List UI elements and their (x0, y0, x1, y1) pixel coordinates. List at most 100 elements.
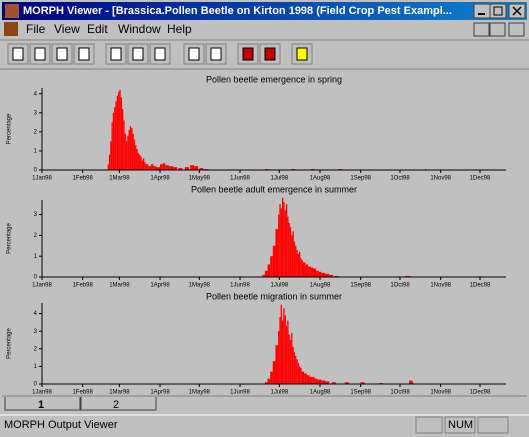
bar (150, 164, 154, 170)
y-axis-label: Percentage (7, 223, 13, 254)
doc-icon (4, 22, 18, 36)
bar (313, 268, 317, 277)
bar (137, 152, 140, 170)
minimize-button[interactable] (473, 3, 491, 19)
status-panel (477, 416, 509, 434)
x-tick-label: 1Dec98 (470, 283, 491, 289)
bar (129, 126, 132, 170)
x-tick-label: 1Nov98 (430, 283, 451, 289)
bar (279, 317, 281, 384)
bar (316, 270, 319, 277)
bar (293, 241, 296, 277)
bar (136, 149, 138, 170)
toolbar-icon (34, 47, 46, 61)
x-tick-label: 1Apr98 (150, 176, 170, 182)
bar (119, 89, 121, 170)
bar (108, 154, 111, 170)
bar (124, 133, 126, 170)
y-tick-label: 3 (34, 212, 38, 218)
status-bar: MORPH Output Viewer NUM (0, 414, 529, 434)
mdi-close[interactable] (508, 22, 525, 37)
menu-item[interactable]: View (54, 22, 80, 36)
bar (289, 227, 292, 277)
bar (278, 214, 280, 277)
x-tick-label: 1Jan98 (32, 390, 52, 396)
x-tick-label: 1Jan98 (32, 283, 52, 289)
bar (296, 359, 298, 384)
bar (156, 167, 161, 170)
y-tick-label: 2 (34, 233, 38, 239)
bar (306, 375, 310, 384)
mdi-restore[interactable] (489, 22, 506, 37)
bar (278, 331, 280, 384)
bar (160, 164, 163, 170)
bar (264, 382, 268, 384)
bar (128, 129, 130, 170)
bar (275, 345, 279, 384)
y-tick-label: 4 (34, 91, 38, 97)
bar (178, 168, 183, 170)
bar (127, 135, 129, 170)
bar (300, 258, 302, 277)
tab[interactable] (4, 397, 81, 411)
x-tick-label: 1Aug98 (310, 390, 331, 396)
x-tick-label: 1Mar98 (109, 283, 130, 289)
bar (140, 156, 142, 170)
tab-label[interactable]: 2 (113, 399, 119, 411)
mdi-minimize[interactable] (473, 22, 490, 37)
menu-item[interactable]: Help (167, 22, 192, 36)
bar (360, 382, 365, 384)
bar (317, 379, 322, 384)
x-tick-label: 1Oct98 (390, 176, 410, 182)
bar (321, 380, 326, 384)
bar (289, 339, 292, 384)
status-num: NUM (448, 419, 473, 431)
x-tick-label: 1Feb98 (72, 283, 93, 289)
bar (280, 304, 282, 384)
bar (309, 376, 313, 384)
bar (194, 166, 199, 170)
tab-label[interactable]: 1 (38, 399, 44, 411)
y-tick-label: 2 (34, 129, 38, 135)
bar (118, 91, 120, 170)
bar (325, 273, 330, 277)
toolbar-icon (78, 47, 90, 61)
y-tick-label: 3 (34, 110, 38, 116)
bar (199, 168, 204, 170)
bar (302, 262, 306, 277)
bar (300, 368, 302, 384)
bar (283, 308, 285, 384)
bar (114, 107, 116, 170)
x-tick-label: 1Jun98 (230, 176, 250, 182)
status-panel (415, 416, 443, 434)
bar (287, 216, 289, 277)
window-buttons (473, 3, 526, 19)
toolbar-icon (210, 47, 222, 61)
bar (331, 382, 336, 384)
title-bar (2, 2, 527, 20)
bar (133, 139, 136, 170)
bar (270, 256, 273, 277)
bar (292, 231, 294, 277)
maximize-button[interactable] (489, 3, 507, 19)
bar (281, 320, 284, 384)
bar (329, 274, 334, 277)
x-tick-label: 1Sep98 (350, 390, 371, 396)
toolbar-icon (154, 47, 166, 61)
status-text: MORPH Output Viewer (4, 419, 118, 431)
y-tick-label: 1 (34, 254, 38, 260)
toolbar-icon (110, 47, 122, 61)
x-tick-label: 1Jul98 (271, 176, 289, 182)
bar (165, 165, 170, 170)
tab[interactable] (80, 397, 157, 411)
x-tick-label: 1Jan98 (32, 176, 52, 182)
bar (153, 166, 157, 170)
y-tick-label: 1 (34, 149, 38, 155)
menu-item[interactable]: Edit (87, 22, 108, 36)
toolbar-icon (296, 47, 308, 61)
x-tick-label: 1May98 (189, 390, 211, 396)
menu-item[interactable]: File (26, 22, 46, 36)
menu-item[interactable]: Window (118, 22, 161, 36)
bar (145, 164, 149, 170)
bar (325, 381, 330, 384)
